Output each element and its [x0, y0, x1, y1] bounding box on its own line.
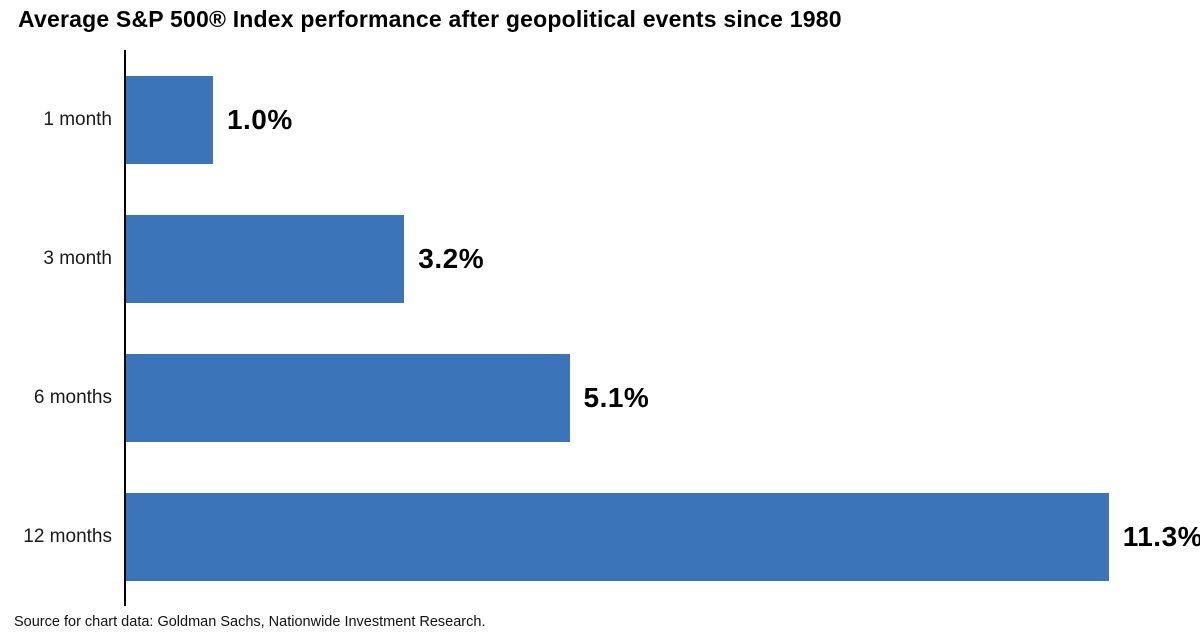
bar — [126, 353, 570, 442]
bar-row: 6 months 5.1% — [0, 328, 1200, 467]
category-label: 3 month — [43, 247, 112, 269]
value-label: 5.1% — [583, 381, 650, 413]
y-axis-line — [124, 50, 126, 606]
bar-area: 11.3% — [126, 467, 1200, 606]
plot-area: 1 month 1.0% 3 month 3.2% 6 months 5.1% 12 mon… — [0, 50, 1200, 606]
chart-rows: 1 month 1.0% 3 month 3.2% 6 months 5.1% 12 mon… — [0, 50, 1200, 606]
chart-title: Average S&P 500® Index performance after… — [18, 6, 842, 32]
value-label: 3.2% — [418, 242, 485, 274]
category-label: 6 months — [33, 386, 112, 408]
bar-row: 1 month 1.0% — [0, 50, 1200, 189]
bar-row: 3 month 3.2% — [0, 189, 1200, 328]
bar — [126, 214, 405, 303]
category-label: 1 month — [43, 108, 112, 130]
category-label: 12 months — [23, 525, 112, 547]
bar — [126, 492, 1109, 581]
bar-area: 3.2% — [126, 189, 1200, 328]
source-note: Source for chart data: Goldman Sachs, Na… — [14, 614, 486, 630]
bar-area: 5.1% — [126, 328, 1200, 467]
bar-area: 1.0% — [126, 50, 1200, 189]
bar — [126, 75, 213, 164]
bar-row: 12 months 11.3% — [0, 467, 1200, 606]
value-label: 11.3% — [1122, 520, 1200, 552]
value-label: 1.0% — [226, 103, 293, 135]
